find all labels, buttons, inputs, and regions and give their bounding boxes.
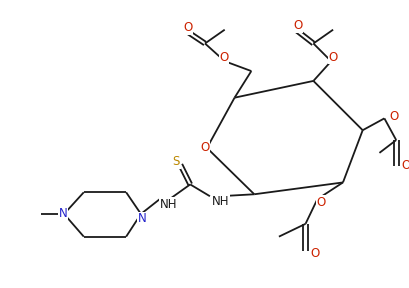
- Text: O: O: [328, 51, 337, 64]
- Text: O: O: [316, 196, 325, 209]
- Text: O: O: [218, 51, 228, 64]
- Text: O: O: [183, 21, 192, 34]
- Text: N: N: [137, 213, 146, 226]
- Text: O: O: [310, 247, 319, 260]
- Text: O: O: [400, 159, 409, 172]
- Text: NH: NH: [211, 195, 229, 208]
- Text: NH: NH: [160, 198, 177, 211]
- Text: S: S: [172, 155, 180, 168]
- Text: N: N: [58, 207, 67, 221]
- Text: O: O: [389, 110, 398, 123]
- Text: O: O: [292, 19, 301, 32]
- Text: O: O: [200, 141, 209, 154]
